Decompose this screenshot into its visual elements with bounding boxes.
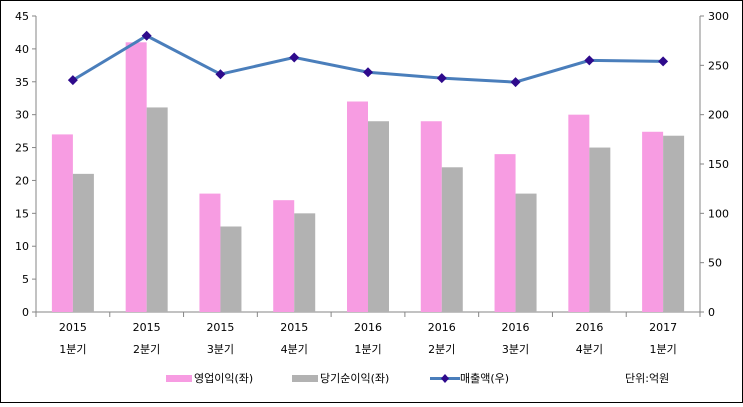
x-tick-label-year: 2015 — [280, 321, 308, 334]
unit-label: 단위:억원 — [625, 372, 669, 385]
revenue-point — [141, 30, 152, 41]
revenue-point — [658, 56, 669, 67]
left-tick-label: 40 — [15, 43, 29, 56]
revenue-point — [67, 75, 78, 86]
bar-net-income — [146, 107, 168, 312]
right-tick-label: 50 — [708, 257, 722, 270]
bar-net-income — [72, 173, 94, 312]
x-tick-label-quarter: 3분기 — [207, 343, 234, 356]
x-tick-label-year: 2016 — [575, 321, 603, 334]
bar-operating-profit — [494, 154, 516, 312]
bar-operating-profit — [273, 200, 295, 312]
x-tick-label-year: 2016 — [428, 321, 456, 334]
legend-marker — [441, 374, 449, 383]
x-tick-label-quarter: 3분기 — [502, 343, 529, 356]
x-tick-label-year: 2017 — [649, 321, 677, 334]
bar-operating-profit — [51, 134, 73, 312]
bar-net-income — [589, 147, 611, 312]
revenue-point — [584, 55, 595, 66]
bar-operating-profit — [125, 42, 147, 313]
legend-swatch — [292, 375, 318, 382]
left-tick-label: 35 — [15, 76, 29, 89]
bar-net-income — [441, 167, 463, 312]
revenue-point — [363, 67, 373, 78]
legend-label: 당기순이익(좌) — [320, 372, 389, 385]
right-tick-label: 100 — [708, 207, 729, 220]
left-tick-label: 20 — [15, 174, 29, 187]
left-tick-label: 0 — [22, 306, 29, 319]
x-tick-label-year: 2016 — [354, 321, 382, 334]
bar-operating-profit — [642, 131, 664, 312]
x-tick-label-year: 2015 — [59, 321, 87, 334]
x-tick-label-year: 2015 — [133, 321, 161, 334]
left-tick-label: 15 — [15, 207, 29, 220]
x-tick-label-quarter: 1분기 — [649, 343, 676, 356]
bar-operating-profit — [347, 101, 368, 312]
x-tick-label-quarter: 1분기 — [354, 343, 381, 356]
right-tick-label: 150 — [708, 158, 729, 171]
right-tick-label: 0 — [708, 306, 715, 319]
right-tick-label: 300 — [708, 10, 729, 23]
x-tick-label-quarter: 4분기 — [281, 343, 308, 356]
bar-net-income — [515, 193, 537, 312]
left-tick-label: 30 — [15, 109, 29, 122]
revenue-point — [289, 52, 300, 63]
bar-net-income — [368, 121, 389, 312]
x-tick-label-quarter: 1분기 — [59, 343, 86, 356]
bar-net-income — [663, 135, 685, 312]
legend-swatch — [166, 375, 192, 382]
left-tick-label: 45 — [15, 10, 29, 23]
revenue-point — [215, 69, 226, 80]
revenue-point — [436, 73, 447, 84]
left-tick-label: 5 — [22, 273, 29, 286]
right-tick-label: 200 — [708, 109, 729, 122]
bar-net-income — [220, 226, 242, 312]
bar-operating-profit — [199, 193, 221, 312]
left-tick-label: 25 — [15, 142, 29, 155]
bar-operating-profit — [420, 121, 442, 312]
right-tick-label: 250 — [708, 59, 729, 72]
x-tick-label-quarter: 2분기 — [428, 343, 455, 356]
x-tick-label-year: 2015 — [206, 321, 234, 334]
left-tick-label: 10 — [15, 240, 29, 253]
legend-label: 매출액(우) — [460, 372, 509, 385]
legend-label: 영업이익(좌) — [194, 372, 253, 385]
bar-operating-profit — [568, 114, 590, 313]
bar-net-income — [294, 213, 316, 312]
revenue-point — [510, 77, 521, 88]
x-tick-label-year: 2016 — [502, 321, 530, 334]
x-tick-label-quarter: 2분기 — [133, 343, 160, 356]
x-tick-label-quarter: 4분기 — [576, 343, 603, 356]
